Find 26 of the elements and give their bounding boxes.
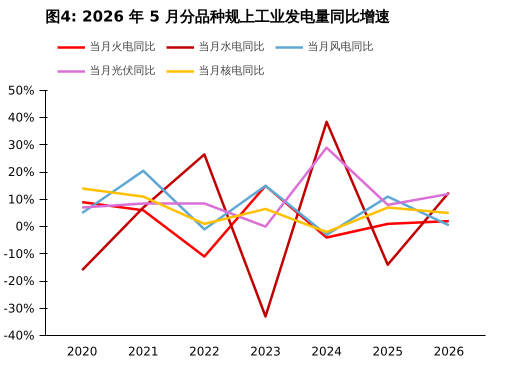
- chart-title: 图4: 2026 年 5 月分品种规上工业发电量同比增速: [46, 8, 392, 26]
- legend-label: 当月光伏同比: [90, 63, 156, 78]
- x-tick-label: 2025: [372, 344, 403, 358]
- y-tick-label: 30%: [8, 138, 34, 152]
- x-tick-label: 2022: [189, 344, 220, 358]
- y-tick-label: 50%: [8, 84, 34, 98]
- x-tick-label: 2020: [66, 344, 98, 358]
- y-tick-label: -30%: [4, 301, 35, 316]
- line-series: [80, 146, 450, 228]
- legend-label: 当月火电同比: [90, 39, 156, 54]
- line-series: [80, 187, 450, 234]
- y-tick-label: 20%: [8, 165, 34, 180]
- x-tick-label: 2026: [434, 344, 464, 358]
- y-tick-label: 40%: [8, 110, 34, 125]
- legend-label: 当月风电同比: [308, 39, 374, 54]
- legend-label: 当月水电同比: [198, 39, 265, 54]
- line-series: [80, 120, 450, 318]
- x-tick-label: 2024: [311, 344, 342, 358]
- y-tick-label: 10%: [8, 192, 34, 206]
- y-tick-label: -20%: [4, 274, 35, 288]
- legend-label: 当月核电同比: [198, 63, 265, 78]
- y-tick-label: -40%: [4, 328, 35, 342]
- x-tick-label: 2021: [128, 344, 159, 358]
- y-tick-label: 0%: [15, 220, 35, 234]
- x-tick-label: 2023: [250, 344, 281, 358]
- y-tick-label: -10%: [4, 246, 35, 261]
